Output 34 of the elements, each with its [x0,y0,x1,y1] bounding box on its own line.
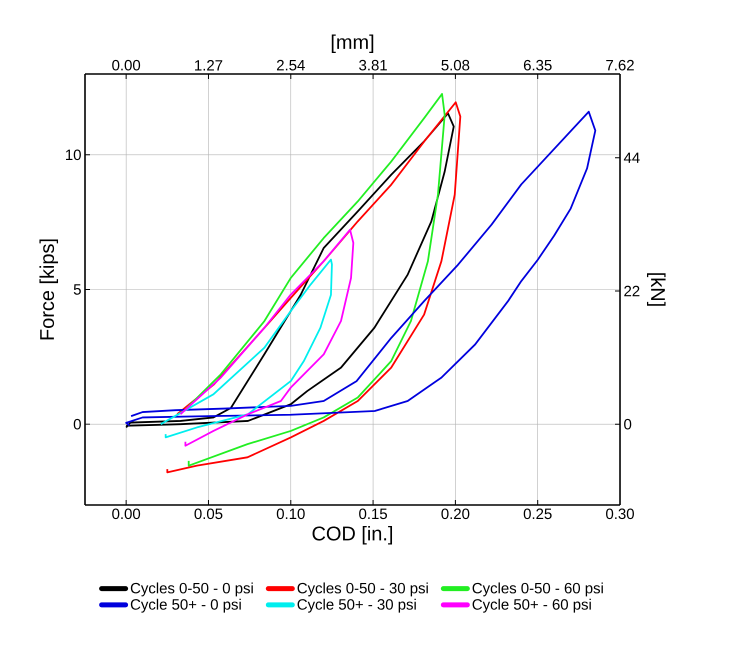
y2-tick-label: 44 [624,152,640,163]
y-axis-title: Force [kips] [39,239,58,340]
x2-tick-label: 1.27 [195,60,222,70]
legend-label: Cycle 50+ - 60 psi [472,598,591,613]
x-tick-label: 0.10 [276,508,305,520]
x-tick-label: 0.25 [524,508,552,520]
legend-label: Cycles 0-50 - 0 psi [130,582,253,596]
y2-tick-label: 0 [624,418,632,430]
y2-tick-label: 22 [624,286,640,296]
x-tick-label: 0.20 [441,508,470,520]
y-tick-label: 5 [74,284,81,295]
x2-tick-label: 2.54 [276,60,305,70]
line-series [125,112,455,428]
line-series [125,110,596,426]
legend-label: Cycles 0-50 - 60 psi [472,582,603,596]
x-tick-label: 0.30 [606,508,634,520]
x2-tick-label: 7.62 [606,60,634,70]
x-tick-label: 0.05 [194,508,222,520]
x-axis-title: COD [in.] [312,526,392,545]
x-tick-label: 0.15 [359,508,387,520]
x2-tick-label: 3.81 [359,60,387,70]
y2-axis-title: [kN] [646,273,666,306]
legend-label: Cycles 0-50 - 30 psi [298,582,428,596]
line-series [160,258,333,438]
legend-label: Cycle 50+ - 30 psi [298,598,416,613]
line-series [180,228,354,447]
x2-tick-label: 5.08 [441,60,470,70]
legend-label: Cycle 50+ - 0 psi [130,598,241,613]
y-tick-label: 0 [74,418,81,430]
x2-tick-label: 0.00 [112,60,140,70]
y-tick-label: 10 [66,150,81,160]
x2-axis-title: [mm] [332,34,374,54]
x-tick-label: 0.00 [112,508,140,520]
x2-tick-label: 6.35 [524,60,552,70]
